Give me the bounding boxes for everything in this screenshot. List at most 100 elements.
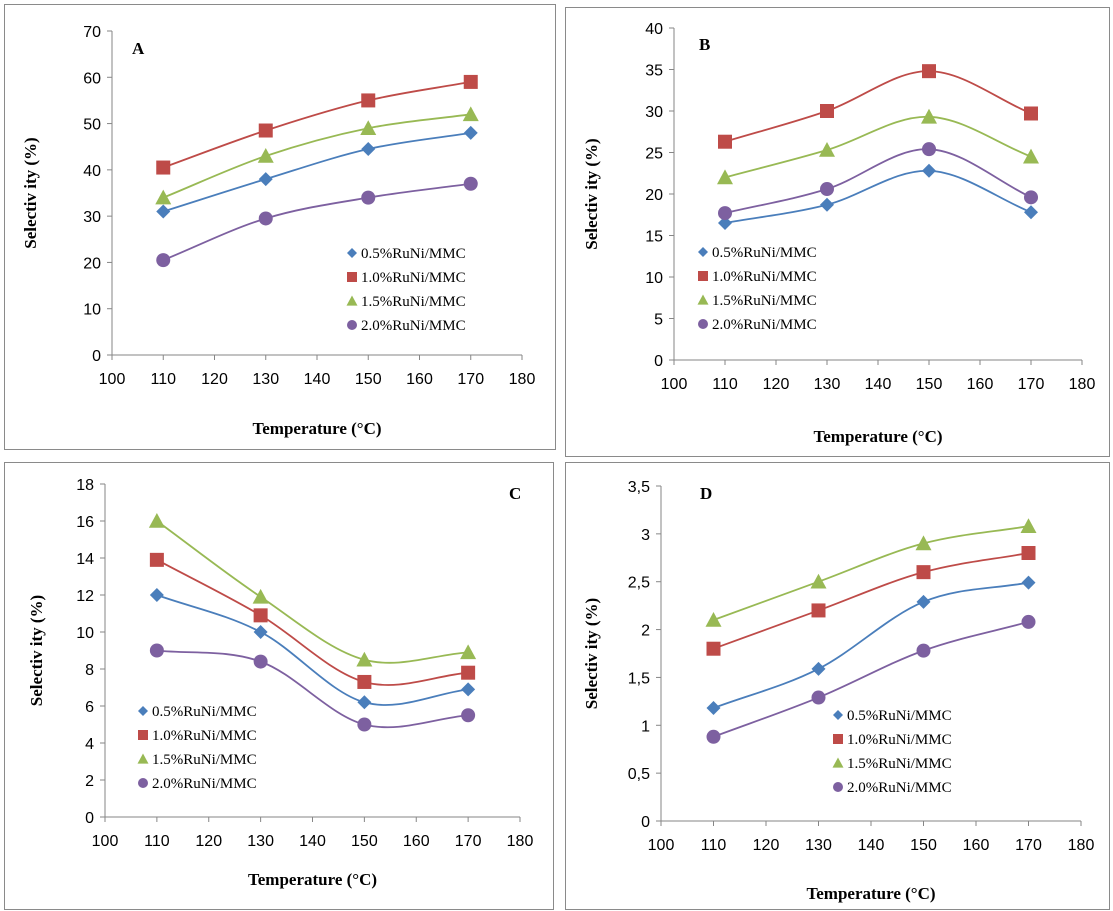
x-tick-label: 170 — [1015, 837, 1042, 854]
data-point — [253, 654, 268, 669]
legend-label: 2.0%RuNi/MMC — [361, 318, 466, 334]
data-point — [1024, 190, 1038, 205]
y-tick-label: 0 — [641, 814, 650, 831]
data-point — [149, 552, 164, 567]
series-line — [162, 113, 471, 199]
data-point — [252, 588, 269, 604]
data-point — [463, 74, 478, 89]
legend-label: 0.5%RuNi/MMC — [847, 708, 952, 724]
x-tick-label: 140 — [865, 376, 892, 393]
legend-label: 1.0%RuNi/MMC — [847, 732, 952, 748]
data-point — [819, 142, 835, 157]
y-tick-label: 8 — [85, 662, 94, 679]
series-line — [156, 520, 469, 664]
y-tick-label: 15 — [645, 229, 663, 246]
y-tick-label: 2 — [85, 773, 94, 790]
legend-label: 0.5%RuNi/MMC — [361, 246, 466, 262]
x-tick-label: 140 — [304, 371, 331, 388]
y-tick-label: 0 — [654, 353, 663, 370]
series-line — [162, 182, 471, 261]
data-point — [718, 216, 732, 231]
legend-label: 2.0%RuNi/MMC — [712, 317, 817, 333]
chart-svg-d: 100 110 120 130 140 150 160 170 180 0 0,5 1 1,5 2 2,5 3… — [565, 462, 1110, 910]
data-point — [258, 123, 273, 138]
y-tick-label: 1 — [641, 718, 650, 735]
legend-marker — [833, 734, 843, 744]
legend-label: 1.5%RuNi/MMC — [152, 752, 257, 768]
chart-panel-a: 100 110 120 130 140 150 160 170 180 0 10 20 30 40 50 60… — [4, 4, 556, 450]
data-point — [810, 573, 827, 589]
y-tick-label: 10 — [83, 302, 101, 319]
x-tick-label: 180 — [1069, 376, 1096, 393]
data-point — [705, 612, 722, 627]
y-tick-label: 20 — [645, 187, 663, 204]
x-tick-label: 110 — [144, 833, 170, 850]
y-tick-label: 40 — [83, 163, 101, 180]
y-tick-label: 25 — [645, 146, 663, 163]
y-tick-label: 4 — [85, 736, 94, 753]
x-tick-label: 150 — [916, 376, 943, 393]
y-tick-label: 50 — [83, 117, 101, 134]
y-tick-label: 10 — [76, 625, 94, 642]
data-point — [1021, 614, 1036, 629]
y-tick-label: 18 — [76, 477, 94, 494]
x-tick-label: 170 — [1018, 376, 1045, 393]
y-tick-label: 30 — [645, 104, 663, 121]
legend-label: 1.0%RuNi/MMC — [712, 269, 817, 285]
x-tick-label: 180 — [509, 371, 536, 388]
x-tick-label: 100 — [99, 371, 126, 388]
data-point — [718, 134, 732, 149]
x-tick-label: 170 — [457, 371, 484, 388]
data-point — [156, 253, 171, 268]
series-line — [713, 581, 1029, 709]
chart-svg-b: 100 110 120 130 140 150 160 170 180 0 5 10 15 20 25 30 3… — [565, 7, 1110, 457]
x-tick-label: 120 — [763, 376, 790, 393]
x-axis-title: Temperature (°C) — [813, 427, 942, 446]
chart-panel-c: 100 110 120 130 140 150 160 170 180 0 2 4 6 8 10 12 14 16… — [4, 462, 554, 910]
data-point — [1024, 106, 1038, 121]
x-tick-label: 160 — [406, 371, 433, 388]
data-point — [1023, 148, 1039, 164]
x-tick-label: 150 — [355, 371, 382, 388]
data-point — [357, 695, 372, 710]
series-line — [724, 169, 1032, 224]
data-point — [258, 211, 273, 226]
data-point — [463, 176, 478, 191]
data-point — [461, 665, 476, 680]
x-tick-label: 120 — [201, 371, 228, 388]
data-point — [921, 108, 937, 124]
data-point — [811, 690, 826, 705]
series-line — [162, 81, 471, 169]
x-tick-label: 140 — [858, 837, 885, 854]
y-tick-label: 2 — [641, 623, 650, 640]
panel-letter: D — [700, 484, 712, 503]
panel-letter: C — [509, 484, 521, 503]
data-point — [356, 651, 373, 667]
x-tick-label: 110 — [701, 837, 727, 854]
data-point — [706, 641, 721, 656]
y-tick-label: 3 — [641, 527, 650, 544]
series-line — [713, 525, 1029, 621]
legend-marker — [833, 710, 843, 720]
x-tick-label: 140 — [299, 833, 326, 850]
y-tick-label: 0,5 — [628, 766, 650, 783]
legend-marker — [347, 248, 357, 258]
panel-frame — [4, 4, 556, 450]
data-point — [253, 625, 268, 639]
data-point — [148, 513, 165, 528]
data-point — [357, 674, 372, 689]
x-tick-label: 130 — [805, 837, 832, 854]
legend-marker — [138, 730, 148, 740]
y-tick-label: 1,5 — [628, 670, 650, 687]
chart-panel-b: 100 110 120 130 140 150 160 170 180 0 5 10 15 20 25 30 3… — [565, 7, 1110, 457]
x-axis-title: Temperature (°C) — [806, 884, 935, 903]
data-point — [461, 708, 476, 723]
y-axis-title: Selectiv ity (%) — [582, 138, 601, 249]
y-tick-label: 3,5 — [628, 479, 650, 496]
data-point — [915, 535, 932, 551]
y-tick-label: 70 — [83, 24, 101, 41]
series-line — [724, 70, 1032, 143]
x-tick-label: 170 — [455, 833, 482, 850]
data-point — [155, 189, 172, 205]
legend-marker — [697, 294, 709, 305]
